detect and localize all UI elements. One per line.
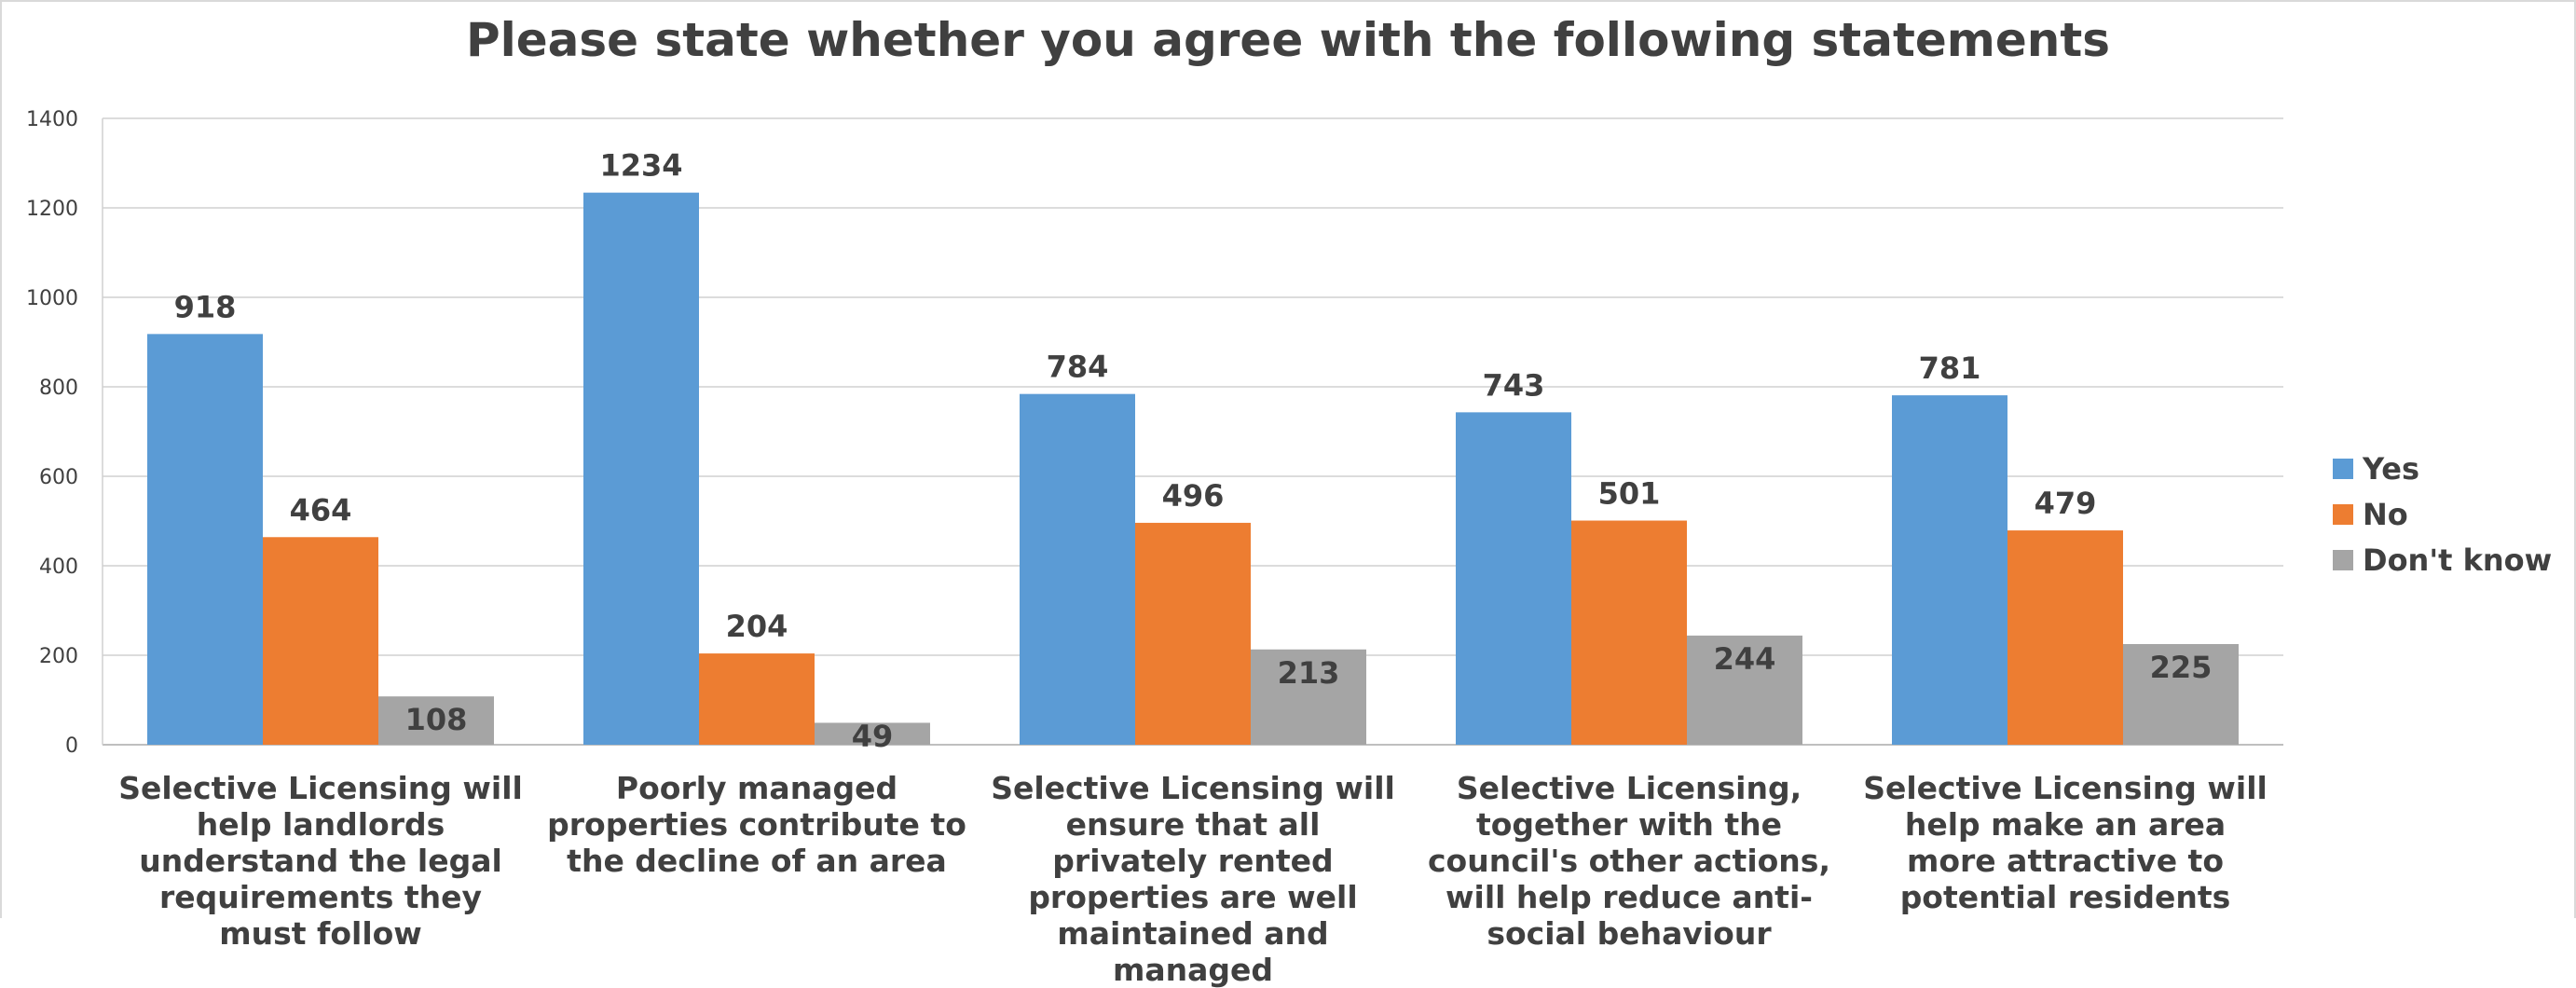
data-label: 108 (405, 702, 468, 737)
bar-don-t-know-3 (1687, 635, 1802, 745)
data-label: 1234 (599, 148, 682, 184)
legend-swatch (2333, 549, 2353, 570)
legend-swatch (2333, 458, 2353, 479)
bar-no-4 (2007, 530, 2123, 745)
bar-don-t-know-0 (378, 696, 494, 745)
bar-yes-4 (1892, 395, 2007, 745)
bar-don-t-know-2 (1251, 649, 1366, 745)
legend-swatch (2333, 503, 2353, 525)
legend-label: Don't know (2363, 542, 2553, 578)
chart-frame (0, 0, 2576, 918)
chart-title: Please state whether you agree with the … (465, 13, 2111, 67)
data-label: 204 (726, 609, 788, 644)
category-label: Poorly managed properties contribute to … (547, 770, 966, 879)
data-label: 918 (174, 289, 237, 324)
category-label: Selective Licensing, together with the c… (1428, 770, 1830, 952)
category-label: Selective Licensing will help landlords … (118, 770, 523, 952)
bar-don-t-know-4 (2123, 644, 2239, 745)
legend-item: Yes (2333, 446, 2552, 491)
y-tick-label: 400 (39, 556, 78, 579)
bar-no-2 (1135, 522, 1251, 745)
legend-item: Don't know (2333, 537, 2552, 583)
y-tick-label: 800 (39, 377, 78, 400)
y-tick-label: 1000 (26, 287, 78, 310)
legend: Yes No Don't know (2333, 446, 2552, 583)
bar-yes-1 (583, 192, 699, 745)
category-label: Selective Licensing will ensure that all… (991, 770, 1395, 988)
bar-yes-2 (1020, 393, 1135, 745)
y-tick-label: 0 (65, 734, 78, 758)
bar-no-0 (263, 537, 378, 745)
data-label: 501 (1598, 476, 1661, 512)
data-label: 464 (290, 492, 352, 528)
data-label: 49 (852, 719, 894, 754)
data-label: 496 (1162, 478, 1225, 514)
legend-item: No (2333, 491, 2552, 537)
data-label: 784 (1047, 350, 1109, 385)
y-tick-label: 1400 (26, 108, 78, 131)
legend-label: No (2363, 496, 2408, 532)
bar-no-3 (1571, 520, 1687, 745)
bar-no-1 (699, 653, 815, 745)
plot-area: 0 200 400 600 800 1000 1200 1400 918 464 108 1234 20… (26, 108, 2283, 758)
data-label: 244 (1714, 641, 1776, 677)
bar-don-t-know-1 (815, 722, 930, 745)
data-label: 213 (1278, 655, 1340, 691)
data-label: 479 (2035, 486, 2097, 521)
data-label: 225 (2150, 650, 2213, 685)
y-tick-label: 600 (39, 466, 78, 489)
bar-yes-3 (1456, 412, 1571, 745)
y-tick-label: 200 (39, 645, 78, 668)
data-label: 743 (1483, 367, 1545, 403)
bar-yes-0 (147, 334, 263, 745)
legend-label: Yes (2363, 450, 2419, 487)
y-tick-label: 1200 (26, 198, 78, 221)
data-label: 781 (1919, 350, 1981, 386)
category-label: Selective Licensing will help make an ar… (1863, 770, 2268, 915)
